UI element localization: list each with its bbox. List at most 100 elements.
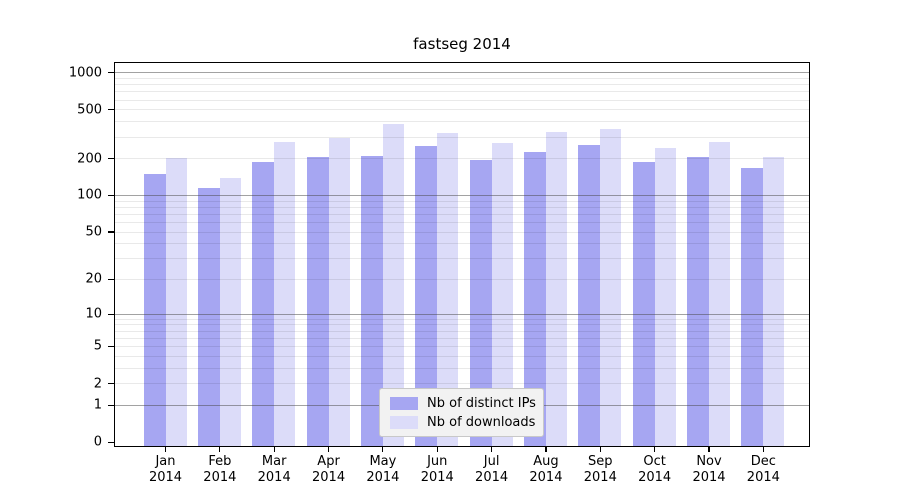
x-tick <box>273 447 275 452</box>
bar-distinct-ips-dec <box>741 167 764 446</box>
bar-distinct-ips-may <box>360 156 383 446</box>
bar-distinct-ips-oct <box>632 161 655 446</box>
y-tick <box>108 158 114 160</box>
x-tick-label: Jul 2014 <box>475 454 509 485</box>
gridline-minor <box>115 318 809 320</box>
y-tick <box>108 404 114 406</box>
x-tick-label: Jun 2014 <box>420 454 454 485</box>
gridline-minor <box>115 367 809 369</box>
legend-label-distinct-ips: Nb of distinct IPs <box>427 395 536 411</box>
gridline-minor <box>115 231 809 233</box>
bar-downloads-jan <box>165 158 187 446</box>
y-tick-label: 1 <box>93 397 102 413</box>
gridline-minor <box>115 206 809 208</box>
bar-downloads-apr <box>328 137 350 446</box>
bar-downloads-mar <box>274 141 296 446</box>
gridline-minor <box>115 109 809 111</box>
y-tick <box>108 441 114 443</box>
bar-downloads-nov <box>709 141 730 446</box>
x-tick-label: Mar 2014 <box>257 454 291 485</box>
legend-label-downloads: Nb of downloads <box>427 414 536 430</box>
y-tick-label: 100 <box>77 187 102 203</box>
y-tick-label: 20 <box>85 271 102 287</box>
y-tick <box>108 383 114 385</box>
gridline-minor <box>115 91 809 93</box>
gridline-minor <box>115 258 809 260</box>
gridline-minor <box>115 78 809 79</box>
bar-distinct-ips-apr <box>306 156 329 446</box>
gridline-minor <box>115 200 809 202</box>
legend-item-distinct-ips: Nb of distinct IPs <box>390 395 536 411</box>
y-tick <box>108 278 114 281</box>
bar-distinct-ips-jul <box>469 159 492 446</box>
x-tick-label: Apr 2014 <box>312 454 346 485</box>
bar-downloads-jun <box>437 133 459 446</box>
gridline-major <box>115 72 809 74</box>
y-tick <box>108 231 114 233</box>
gridline-minor <box>115 346 809 348</box>
bar-downloads-jul <box>491 142 513 446</box>
legend-item-downloads: Nb of downloads <box>390 414 536 430</box>
x-tick <box>708 447 710 452</box>
gridline-minor <box>115 84 809 86</box>
legend: Nb of distinct IPs Nb of downloads <box>379 388 544 437</box>
bar-downloads-may <box>382 124 404 446</box>
gridline-major <box>115 313 809 315</box>
y-tick <box>108 109 114 111</box>
gridline-minor <box>115 222 809 224</box>
x-tick-label: Aug 2014 <box>529 454 563 485</box>
bar-distinct-ips-jun <box>415 146 438 446</box>
bar-downloads-aug <box>545 131 567 446</box>
y-tick-label: 2 <box>93 376 102 392</box>
y-tick-label: 1000 <box>68 65 102 81</box>
gridline-minor <box>115 279 809 281</box>
y-tick <box>108 313 114 315</box>
y-tick <box>108 72 114 74</box>
gridline-minor <box>115 383 809 385</box>
gridline-minor <box>115 121 809 123</box>
bar-downloads-feb <box>219 177 241 446</box>
gridline-minor <box>115 330 809 332</box>
x-tick-label: Jan 2014 <box>148 454 183 485</box>
y-tick-label: 500 <box>77 102 102 118</box>
bar-distinct-ips-sep <box>578 144 601 446</box>
y-tick-label: 50 <box>85 224 102 240</box>
x-tick <box>491 447 493 452</box>
x-tick <box>545 447 547 452</box>
x-tick <box>327 447 330 452</box>
x-tick-label: Oct 2014 <box>638 454 672 485</box>
x-tick <box>654 447 656 452</box>
y-tick-label: 10 <box>85 306 102 322</box>
bar-distinct-ips-nov <box>687 156 709 446</box>
y-tick-label: 5 <box>93 338 102 354</box>
bar-distinct-ips-aug <box>523 152 546 446</box>
chart-title: fastseg 2014 <box>413 35 511 53</box>
gridline-major <box>115 195 809 197</box>
legend-swatch-downloads <box>390 415 418 429</box>
x-tick <box>164 447 167 452</box>
bar-distinct-ips-feb <box>197 187 220 446</box>
x-tick <box>219 447 221 452</box>
gridline-minor <box>115 324 809 326</box>
x-tick <box>762 447 764 452</box>
gridline-minor <box>115 213 809 215</box>
bar-distinct-ips-jan <box>143 173 166 446</box>
plot-area <box>114 62 810 447</box>
y-tick <box>108 194 114 197</box>
gridline-minor <box>115 158 809 160</box>
x-tick-label: May 2014 <box>366 454 400 485</box>
y-tick <box>108 345 114 348</box>
bar-downloads-dec <box>763 157 785 446</box>
bar-distinct-ips-mar <box>252 162 275 446</box>
bar-downloads-oct <box>654 148 676 446</box>
x-tick-label: Feb 2014 <box>203 454 237 485</box>
gridline-minor <box>115 136 809 138</box>
bar-downloads-sep <box>600 129 622 446</box>
x-tick <box>382 447 384 452</box>
y-axis: 0 1 2 5 10 20 50 100 200 500 1000 <box>0 0 102 500</box>
gridline-minor <box>115 355 809 357</box>
gridline-minor <box>115 243 809 245</box>
x-tick <box>599 447 601 452</box>
x-tick-label: Dec 2014 <box>746 454 780 485</box>
